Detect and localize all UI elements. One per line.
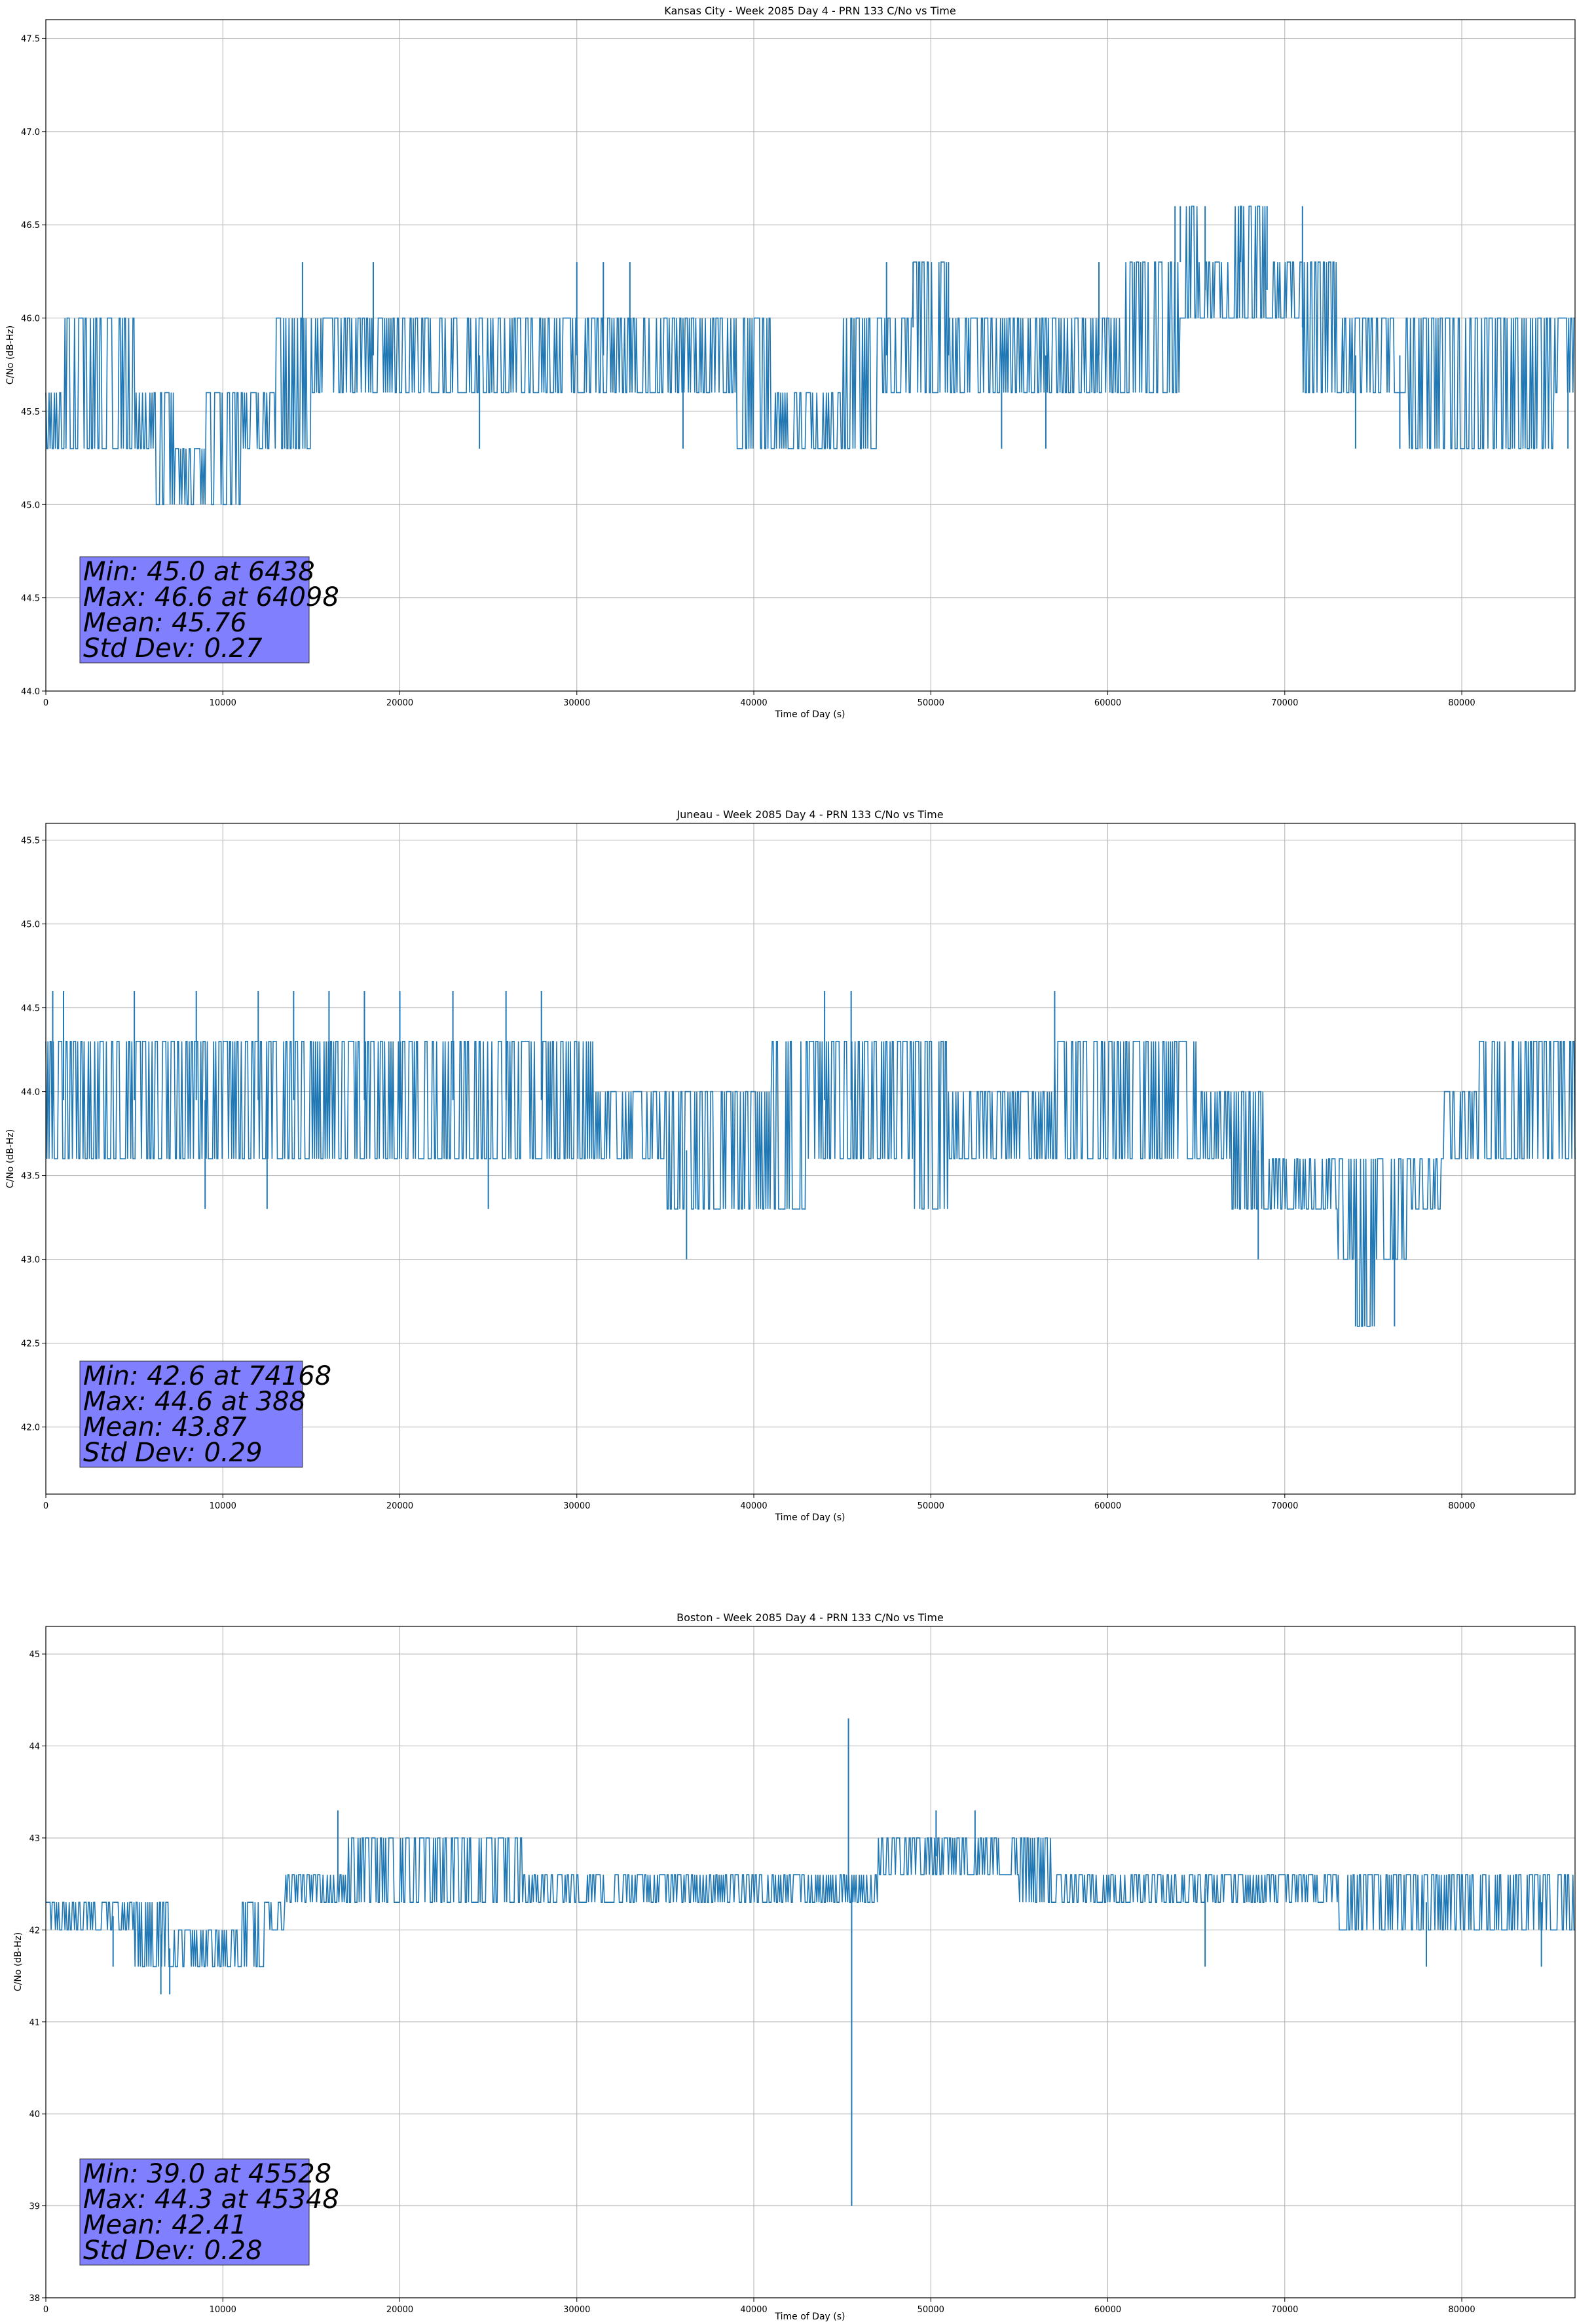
chart-juneau: Juneau - Week 2085 Day 4 - PRN 133 C/No … <box>5 808 1576 1523</box>
stats-min: Min: 42.6 at 74168 <box>83 1361 331 1391</box>
stats-box-background <box>79 2158 310 2266</box>
x-tick-label: 30000 <box>563 698 590 708</box>
stats-mean: Mean: 45.76 <box>83 608 247 638</box>
y-tick-label: 44.5 <box>21 594 40 604</box>
x-tick-label: 10000 <box>210 2305 236 2315</box>
y-tick-label: 43.5 <box>21 1172 40 1182</box>
x-tick-label: 0 <box>43 1501 48 1511</box>
x-tick-label: 20000 <box>386 2305 413 2315</box>
stats-box-background <box>79 556 310 664</box>
y-tick-label: 46.0 <box>21 314 40 324</box>
y-tick-label: 44.0 <box>21 1088 40 1098</box>
stats-mean: Mean: 42.41 <box>83 2210 247 2240</box>
y-tick-label: 46.5 <box>21 221 40 231</box>
x-tick-label: 10000 <box>210 1501 236 1511</box>
stats-box: Min: 39.0 at 45528 Max: 44.3 at 45348 Me… <box>79 2158 339 2266</box>
stats-std-dev: Std Dev: 0.29 <box>83 1438 263 1468</box>
y-tick-label: 40 <box>29 2110 40 2120</box>
x-tick-label: 20000 <box>386 1501 413 1511</box>
y-tick-label: 42 <box>29 1926 40 1936</box>
x-tick-label: 70000 <box>1271 698 1298 708</box>
stats-max: Max: 44.6 at 388 <box>83 1387 306 1417</box>
y-axis-label: C/No (dB-Hz) <box>5 1129 16 1188</box>
y-tick-label: 45.0 <box>21 920 40 930</box>
stats-min: Min: 45.0 at 6438 <box>83 557 315 587</box>
y-tick-label: 45.0 <box>21 500 40 510</box>
stats-box-background <box>79 1360 303 1468</box>
chart-kansas-city: Kansas City - Week 2085 Day 4 - PRN 133 … <box>5 5 1576 720</box>
y-tick-label: 38 <box>29 2294 40 2304</box>
stats-max: Max: 44.3 at 45348 <box>83 2184 339 2215</box>
x-tick-label: 50000 <box>918 698 944 708</box>
plot-frame <box>45 19 1576 692</box>
x-tick-label: 30000 <box>563 2305 590 2315</box>
y-tick-label: 44.0 <box>21 687 40 697</box>
y-tick-label: 45.5 <box>21 407 40 417</box>
y-tick-label: 47.5 <box>21 34 40 44</box>
x-tick-label: 80000 <box>1448 1501 1475 1511</box>
stats-std-dev: Std Dev: 0.28 <box>83 2236 263 2266</box>
x-axis-label: Time of Day (s) <box>775 709 845 720</box>
chart-title: Kansas City - Week 2085 Day 4 - PRN 133 … <box>664 5 955 17</box>
y-tick-label: 43.0 <box>21 1256 40 1265</box>
chart-title: Boston - Week 2085 Day 4 - PRN 133 C/No … <box>677 1611 944 1624</box>
stats-box: Min: 42.6 at 74168 Max: 44.6 at 388 Mean… <box>79 1360 331 1468</box>
y-tick-label: 47.0 <box>21 128 40 138</box>
x-tick-label: 50000 <box>918 2305 944 2315</box>
y-tick-label: 44.5 <box>21 1004 40 1014</box>
x-tick-label: 20000 <box>386 698 413 708</box>
series-line <box>45 205 1575 506</box>
y-tick-label: 42.5 <box>21 1340 40 1349</box>
x-tick-label: 40000 <box>740 2305 767 2315</box>
x-tick-label: 80000 <box>1448 698 1475 708</box>
y-tick-label: 45.5 <box>21 836 40 846</box>
chart-boston: Boston - Week 2085 Day 4 - PRN 133 C/No … <box>13 1611 1576 2322</box>
stats-std-dev: Std Dev: 0.27 <box>83 633 263 664</box>
x-tick-label: 60000 <box>1094 1501 1121 1511</box>
stats-box: Min: 45.0 at 6438 Max: 46.6 at 64098 Mea… <box>79 556 339 664</box>
x-tick-label: 80000 <box>1448 2305 1475 2315</box>
x-tick-label: 60000 <box>1094 2305 1121 2315</box>
stats-max: Max: 46.6 at 64098 <box>83 582 339 612</box>
y-tick-label: 43 <box>29 1834 40 1844</box>
x-tick-label: 70000 <box>1271 1501 1298 1511</box>
plot-frame <box>45 1626 1576 2298</box>
data-series <box>45 205 1575 506</box>
y-tick-label: 42.0 <box>21 1423 40 1433</box>
ticks: 0 10000 20000 30000 40000 50000 60000 70000 8000… <box>21 34 1475 708</box>
series-line <box>46 1837 1575 1968</box>
data-series <box>46 1718 1575 2206</box>
series-line <box>45 1041 1576 1327</box>
plot-frame <box>45 823 1576 1495</box>
data-series <box>45 991 1576 1327</box>
x-tick-label: 40000 <box>740 698 767 708</box>
y-tick-label: 41 <box>29 2018 40 2028</box>
y-tick-label: 44 <box>29 1742 40 1752</box>
x-tick-label: 70000 <box>1271 2305 1298 2315</box>
y-axis-label: C/No (dB-Hz) <box>5 326 16 384</box>
x-axis-label: Time of Day (s) <box>775 2312 845 2322</box>
stats-min: Min: 39.0 at 45528 <box>83 2159 331 2189</box>
x-tick-label: 30000 <box>563 1501 590 1511</box>
x-tick-label: 60000 <box>1094 698 1121 708</box>
y-axis-label: C/No (dB-Hz) <box>13 1932 24 1991</box>
x-tick-label: 10000 <box>210 698 236 708</box>
y-tick-label: 39 <box>29 2202 40 2212</box>
x-tick-label: 0 <box>43 698 48 708</box>
x-tick-label: 0 <box>43 2305 48 2315</box>
stats-mean: Mean: 43.87 <box>83 1412 247 1442</box>
ticks: 0 10000 20000 30000 40000 50000 60000 70000 8000… <box>21 836 1475 1511</box>
x-tick-label: 40000 <box>740 1501 767 1511</box>
y-tick-label: 45 <box>29 1650 40 1660</box>
ticks: 0 10000 20000 30000 40000 50000 60000 70000 8000… <box>29 1650 1475 2315</box>
x-tick-label: 50000 <box>918 1501 944 1511</box>
chart-title: Juneau - Week 2085 Day 4 - PRN 133 C/No … <box>676 808 943 821</box>
x-axis-label: Time of Day (s) <box>775 1512 845 1523</box>
